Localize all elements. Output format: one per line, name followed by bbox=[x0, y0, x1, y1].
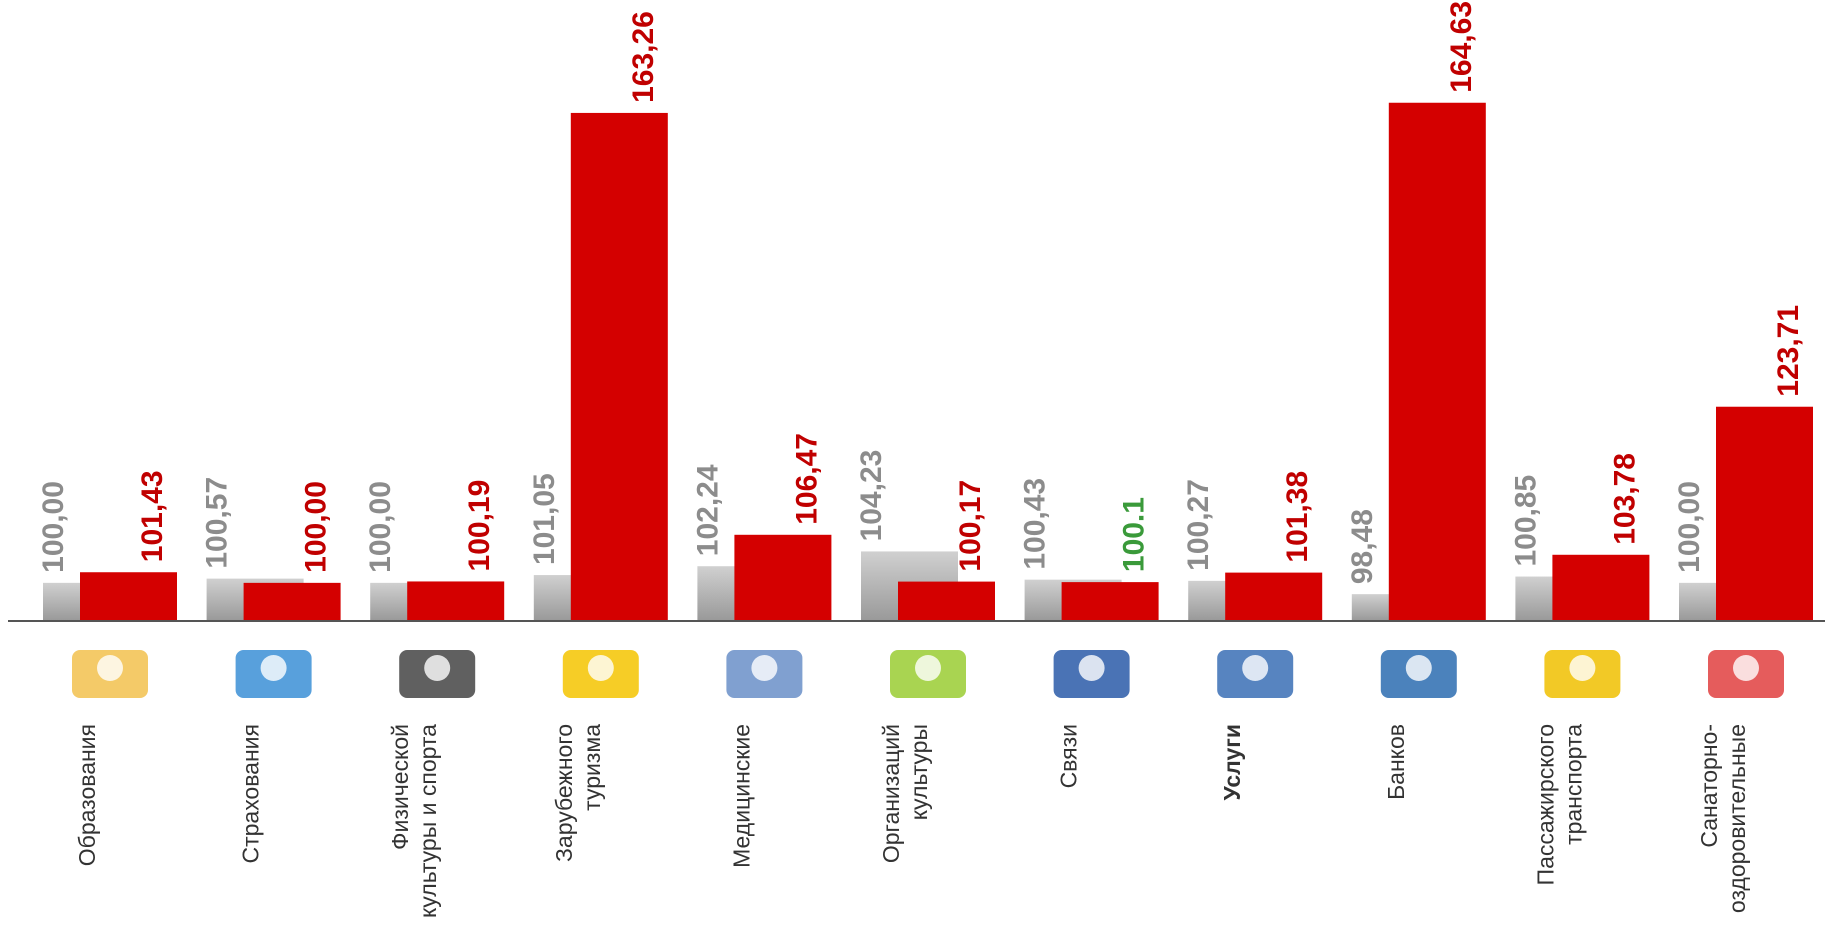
value-label: 100,27 bbox=[1182, 479, 1215, 571]
category-icon bbox=[563, 650, 639, 698]
value-label: 102,24 bbox=[691, 464, 724, 556]
bar bbox=[1225, 573, 1322, 620]
category-icon bbox=[1544, 650, 1620, 698]
value-label: 163,26 bbox=[627, 11, 660, 103]
value-label: 98,48 bbox=[1346, 509, 1379, 584]
value-label: 100,00 bbox=[300, 481, 333, 573]
bar bbox=[898, 582, 995, 620]
category-label: Связи bbox=[1056, 724, 1082, 788]
value-label: 100,19 bbox=[463, 480, 496, 572]
category-icon bbox=[726, 650, 802, 698]
value-label: 100.1 bbox=[1118, 497, 1151, 572]
icon-shape bbox=[261, 655, 287, 681]
icon-shape bbox=[1079, 655, 1105, 681]
value-label: 100,43 bbox=[1019, 478, 1052, 570]
value-label: 101,05 bbox=[528, 473, 561, 565]
value-label: 101,43 bbox=[136, 470, 169, 562]
category-label: Услуги bbox=[1219, 724, 1245, 800]
icon-shape bbox=[1406, 655, 1432, 681]
category-icon bbox=[890, 650, 966, 698]
category-label: Медицинские bbox=[728, 724, 754, 868]
category-icon bbox=[399, 650, 475, 698]
category-label: культуры и спорта bbox=[415, 724, 441, 918]
bar bbox=[407, 581, 504, 620]
category-icon bbox=[1708, 650, 1784, 698]
category-label: транспорта bbox=[1560, 724, 1586, 845]
category-icon bbox=[1217, 650, 1293, 698]
chart: 100,00 101,43 Образования 100,57 100,00 Страх… bbox=[0, 0, 1825, 951]
value-label: 100,17 bbox=[954, 480, 987, 572]
icon-shape bbox=[751, 655, 777, 681]
icon-shape bbox=[1733, 655, 1759, 681]
value-label: 103,78 bbox=[1608, 453, 1641, 545]
value-label: 101,38 bbox=[1281, 471, 1314, 563]
icon-shape bbox=[1242, 655, 1268, 681]
value-label: 104,23 bbox=[855, 450, 888, 542]
category-icon bbox=[1054, 650, 1130, 698]
category-label: Организаций bbox=[878, 724, 904, 863]
bar bbox=[1716, 407, 1813, 620]
bar bbox=[734, 535, 831, 620]
category-label: Страхования bbox=[238, 724, 264, 864]
category-label: Банков bbox=[1383, 724, 1409, 800]
value-label: 100,57 bbox=[201, 477, 234, 569]
category-label: культуры bbox=[906, 724, 932, 820]
value-label: 100,00 bbox=[1673, 481, 1706, 573]
category-label: Образования bbox=[74, 724, 100, 866]
category-label: оздоровительные bbox=[1724, 724, 1750, 913]
category-label: Физической bbox=[387, 724, 413, 850]
icon-shape bbox=[915, 655, 941, 681]
category-icon bbox=[236, 650, 312, 698]
bar bbox=[1389, 103, 1486, 620]
bar bbox=[80, 572, 177, 620]
value-label: 106,47 bbox=[790, 433, 823, 525]
icon-shape bbox=[1569, 655, 1595, 681]
bar bbox=[1062, 582, 1159, 620]
value-label: 100,00 bbox=[364, 481, 397, 573]
value-label: 100,00 bbox=[37, 481, 70, 573]
value-label: 164,63 bbox=[1445, 1, 1478, 93]
category-icon bbox=[1381, 650, 1457, 698]
category-label: Зарубежного bbox=[551, 724, 577, 862]
category-icon bbox=[72, 650, 148, 698]
bar bbox=[571, 113, 668, 620]
value-label: 123,71 bbox=[1772, 305, 1805, 397]
value-label: 100,85 bbox=[1509, 475, 1542, 567]
icon-shape bbox=[588, 655, 614, 681]
bar bbox=[244, 583, 341, 620]
category-label: Пассажирского bbox=[1532, 724, 1558, 885]
icon-shape bbox=[424, 655, 450, 681]
category-label: туризма bbox=[579, 724, 605, 811]
category-label: Санаторно- bbox=[1696, 724, 1722, 848]
bar bbox=[1552, 555, 1649, 620]
icon-shape bbox=[97, 655, 123, 681]
